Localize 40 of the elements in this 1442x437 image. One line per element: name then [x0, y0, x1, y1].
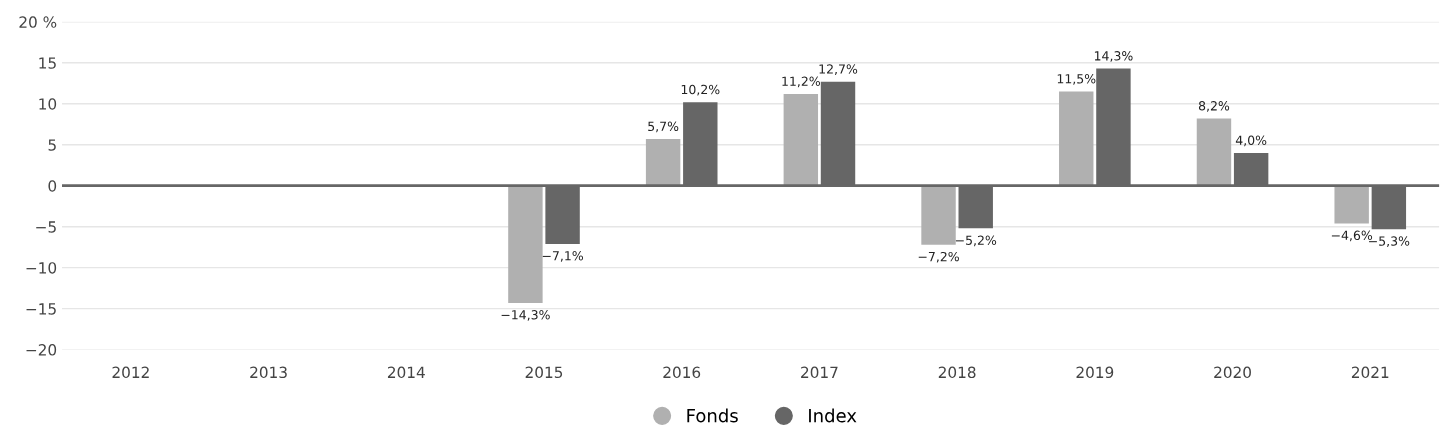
bar — [508, 185, 543, 303]
y-tick-label: −15 — [26, 303, 56, 315]
bar — [921, 185, 956, 245]
x-tick-label: 2018 — [938, 366, 976, 379]
x-tick-label: 2014 — [387, 366, 425, 379]
y-tick-label: 10 — [39, 98, 57, 110]
y-tick-label: −20 — [26, 344, 57, 356]
x-tick-label: 2021 — [1351, 366, 1389, 379]
x-tick-label: 2013 — [250, 366, 287, 379]
y-tick-label: −10 — [26, 262, 57, 274]
bar — [645, 139, 681, 186]
x-tick-label: 2017 — [801, 366, 838, 379]
x-tick-label: 2012 — [112, 366, 149, 379]
data-label: 12,7% — [819, 64, 858, 75]
legend-label: Fonds — [687, 408, 738, 423]
y-tick-label: −5 — [36, 221, 56, 233]
data-label: 8,2% — [1198, 101, 1230, 112]
y-tick-label: 5 — [48, 139, 56, 151]
data-label: 11,2% — [782, 76, 820, 88]
x-tick-label: 2015 — [525, 366, 563, 379]
data-label: −7,2% — [918, 251, 959, 263]
data-label: 10,2% — [681, 84, 720, 96]
y-tick-label: 20 % — [19, 16, 57, 28]
bar — [1196, 118, 1232, 186]
data-label: −7,1% — [542, 251, 584, 262]
data-label: −5,2% — [955, 235, 997, 247]
data-label: 5,7% — [648, 121, 679, 133]
bar — [783, 93, 819, 186]
bar — [1334, 185, 1369, 224]
legend-label: Index — [809, 408, 857, 423]
x-tick-label: 2019 — [1076, 366, 1114, 379]
bar — [1059, 91, 1094, 186]
data-label: 14,3% — [1094, 51, 1133, 62]
y-tick-label: 0 — [48, 180, 57, 192]
x-tick-label: 2020 — [1214, 366, 1251, 379]
data-label: 11,5% — [1057, 74, 1096, 85]
data-label: 4,0% — [1235, 135, 1267, 147]
data-label: −14,3% — [501, 310, 550, 321]
x-tick-label: 2016 — [663, 366, 701, 379]
y-tick-label: 15 — [39, 57, 56, 69]
